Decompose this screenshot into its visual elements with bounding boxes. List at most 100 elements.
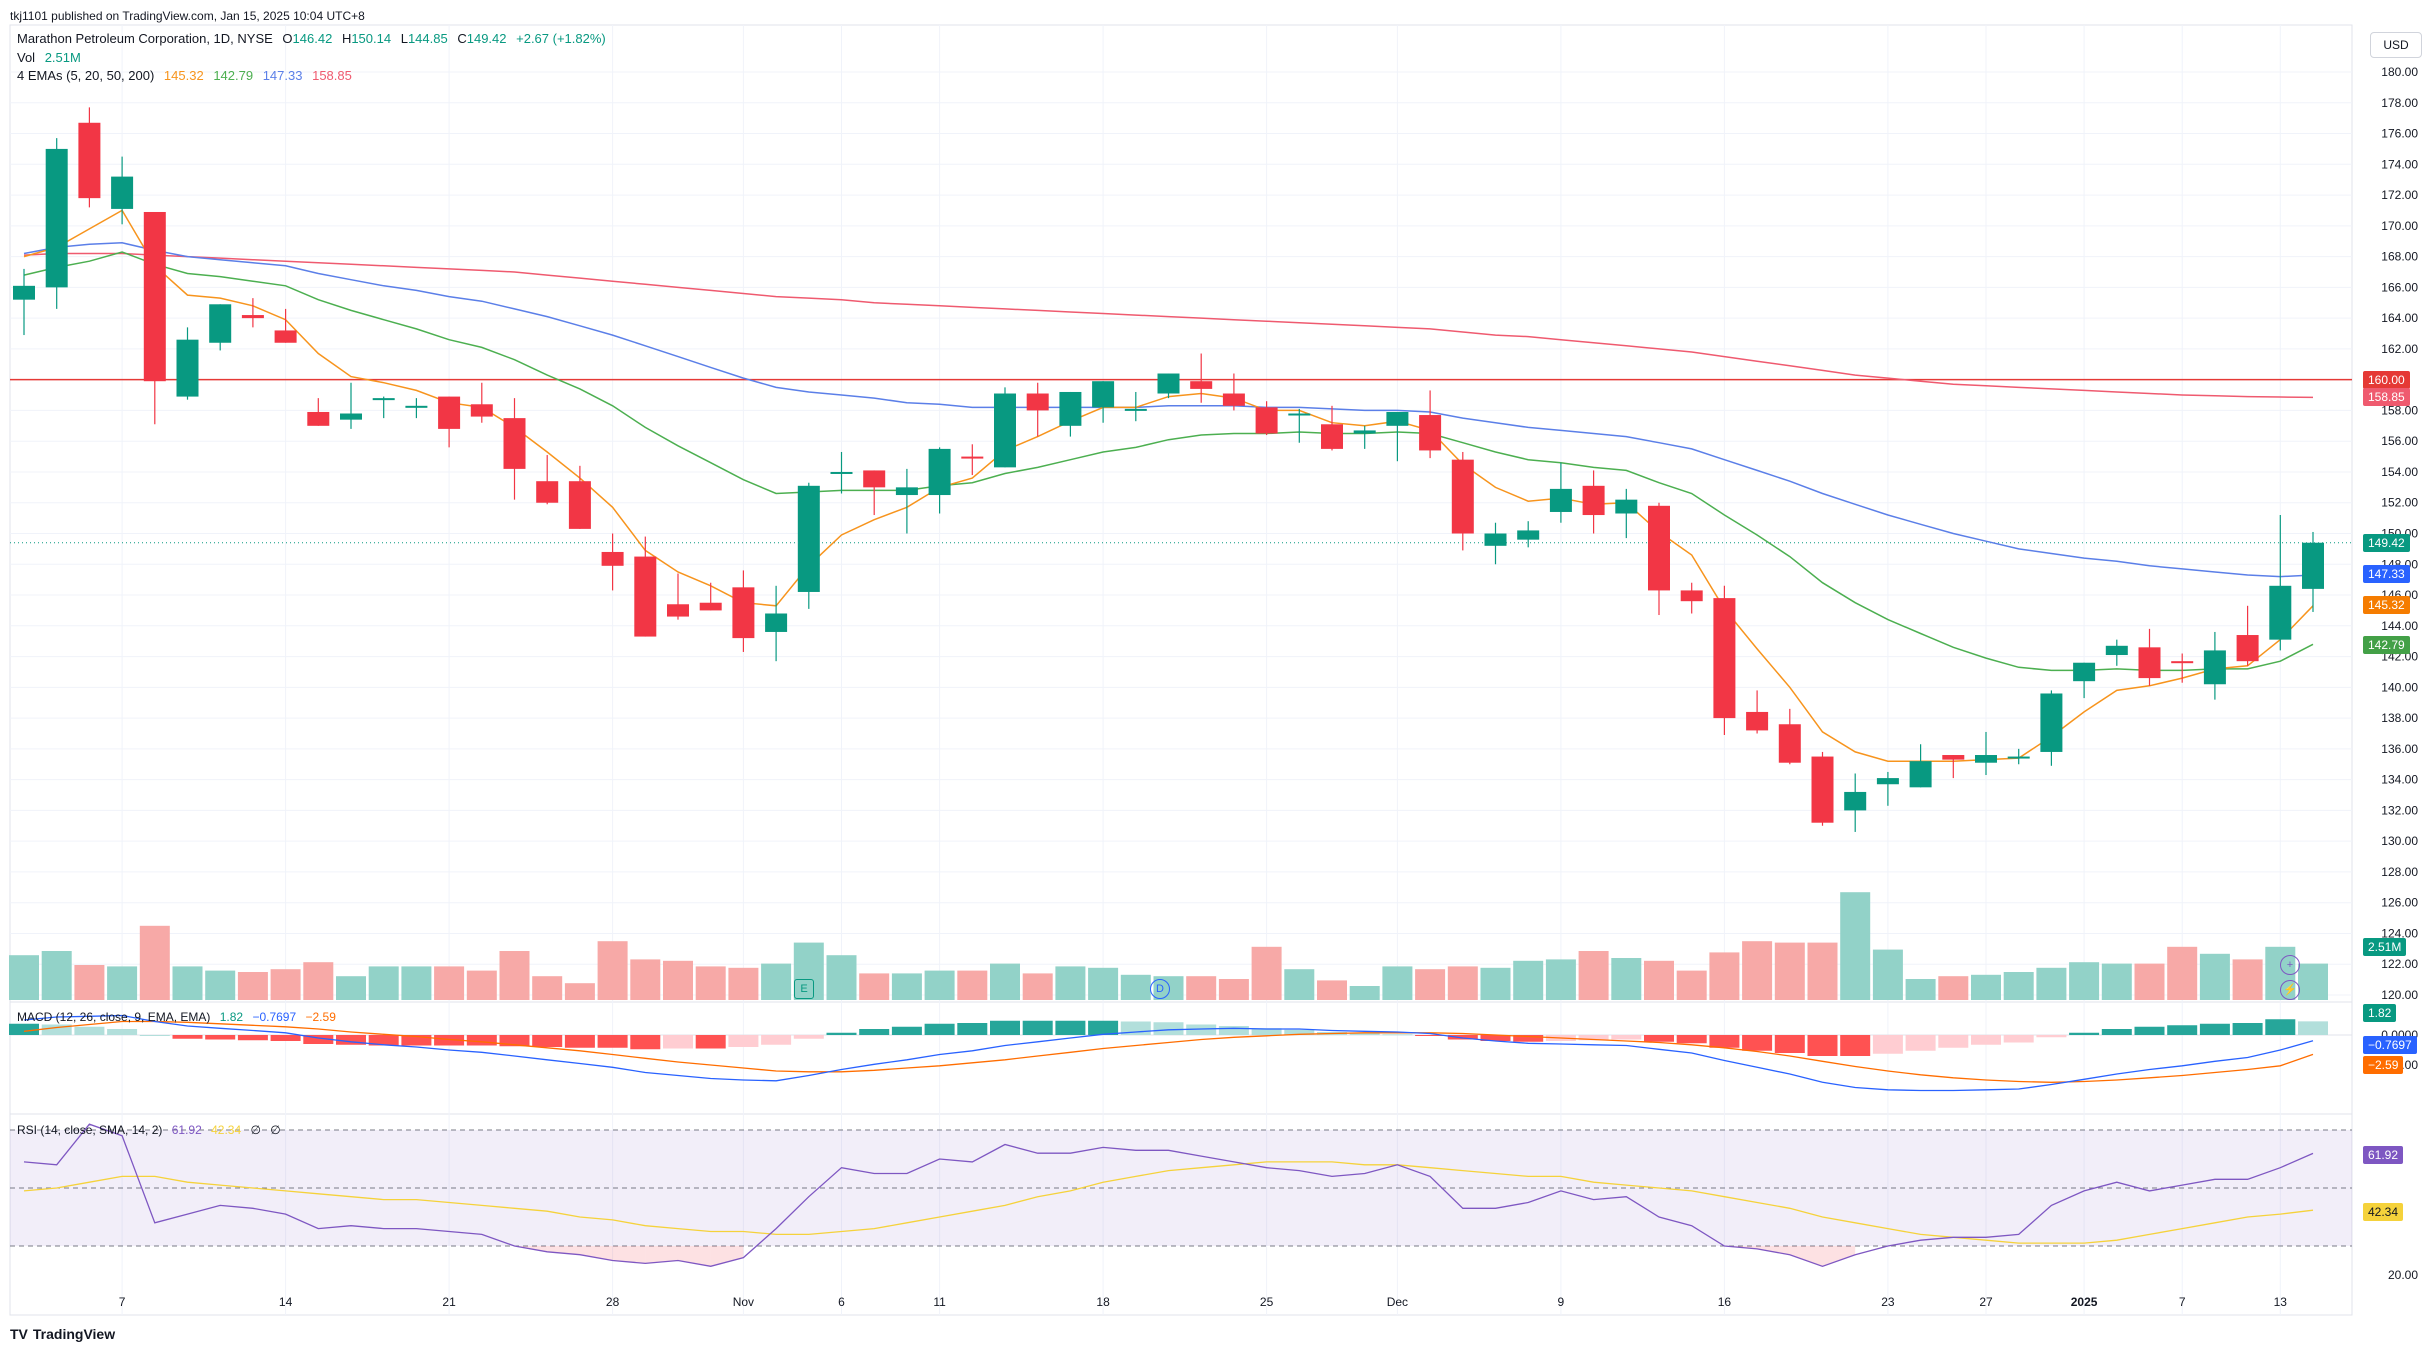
candle-body [1092,381,1115,408]
volume-label: Vol [17,50,36,65]
candle-body [1615,499,1638,514]
candle-body [1582,485,1605,516]
time-tick-label: 27 [1979,1295,1993,1309]
ema50-value: 147.33 [262,68,303,83]
macd-value: −0.7697 [252,1010,297,1024]
volume-bar [1186,976,1217,1000]
earnings-marker-icon[interactable]: E [794,979,814,999]
candle-body [405,405,428,408]
tradingview-logo[interactable]: TV TradingView [10,1326,115,1342]
dividend-marker-icon[interactable]: D [1150,979,1170,999]
macd-histogram-bar [1153,1022,1184,1035]
macd-histogram-bar [793,1035,824,1039]
macd-label: MACD (12, 26, close, 9, EMA, EMA) [17,1010,211,1024]
rsi-tag: 61.92 [2363,1146,2404,1164]
volume-bar [924,970,955,1000]
volume-bar [1872,949,1903,1000]
candle-body [1419,415,1442,451]
price-tick-label: 140.00 [2381,680,2418,694]
low-value: 144.85 [407,31,448,46]
rsi-legend[interactable]: RSI (14, close, SMA, 14, 2) 61.92 42.34 … [17,1122,287,1138]
add-event-icon[interactable]: + [2280,955,2300,975]
macd-histogram-bar [74,1026,105,1035]
volume-bar [303,962,334,1000]
macd-histogram-bar [859,1029,890,1035]
candle-body [2007,756,2030,759]
rsi-oversold-fill [645,1246,678,1264]
ema200-price-tag: 158.85 [2363,388,2410,406]
candle-body [1321,424,1343,449]
volume-bar [434,966,465,1000]
volume-bar [859,973,890,1000]
price-tick-label: 172.00 [2381,188,2418,202]
macd-histogram-bar [1055,1020,1086,1035]
price-tick-label: 154.00 [2381,465,2418,479]
volume-bar [1317,980,1347,1000]
hline-price-tag: 160.00 [2363,371,2410,389]
macd-histogram-bar [270,1035,301,1041]
symbol-legend[interactable]: Marathon Petroleum Corporation, 1D, NYSE… [17,31,612,47]
candle-body [797,485,820,592]
ema5-line [23,209,2314,762]
macd-histogram-bar [1644,1035,1674,1042]
macd-histogram-bar [597,1035,628,1048]
volume-bar [1545,959,1576,1000]
volume-bar [2003,972,2034,1000]
volume-bar [2167,946,2198,1000]
volume-bar [1905,979,1936,1000]
volume-bar [990,963,1020,1000]
volume-bar [401,966,432,1000]
candle-body [1386,411,1409,426]
volume-bar [728,967,759,1000]
volume-bar [1971,974,2001,1000]
time-tick-label: 18 [1096,1295,1110,1309]
candle-body [372,398,395,401]
macd-legend[interactable]: MACD (12, 26, close, 9, EMA, EMA) 1.82 −… [17,1009,342,1025]
macd-histogram-bar [2069,1032,2100,1035]
macd-histogram-bar [1807,1035,1838,1056]
candle-body [601,551,624,566]
lightning-icon[interactable]: ⚡ [2280,980,2300,1000]
close-label: C [457,31,467,46]
macd-histogram-bar [1938,1035,1969,1048]
candle-body [209,304,232,343]
macd-histogram-bar [1284,1029,1315,1035]
candle-body [274,330,297,343]
candle-body [1844,791,1867,811]
candle-body [111,176,134,209]
time-tick-label: 21 [442,1295,456,1309]
rsi-value: 61.92 [171,1123,202,1137]
ema50-line [23,242,2314,578]
ema-legend[interactable]: 4 EMAs (5, 20, 50, 200) 145.32 142.79 14… [17,68,358,84]
candle-body [241,315,264,319]
candle-body [1713,598,1736,719]
price-tick-label: 134.00 [2381,773,2418,787]
macd-histogram-bar [2036,1035,2067,1038]
rsi-line [23,1123,2314,1267]
macd-histogram-bar [532,1035,563,1047]
price-tick-label: 156.00 [2381,434,2418,448]
ema5-price-tag: 145.32 [2363,596,2410,614]
volume-bar [793,942,824,1000]
macd-histogram-bar [1349,1033,1380,1035]
candle-body [1517,530,1540,540]
candle-body [961,456,984,459]
volume-bar [1088,967,1119,1000]
candle-body [307,411,330,426]
volume-bar [74,965,105,1000]
time-tick-label: 28 [606,1295,620,1309]
ema50-price-tag: 147.33 [2363,565,2410,583]
symbol-name: Marathon Petroleum Corporation, 1D, NYSE [17,31,273,46]
macd-histogram-bar [695,1035,726,1049]
time-tick-label: 9 [1558,1295,1565,1309]
macd-histogram-bar [1840,1035,1871,1056]
currency-button[interactable]: USD [2370,32,2422,58]
volume-bar [2199,953,2230,1000]
volume-legend[interactable]: Vol 2.51M [17,50,87,66]
time-tick-label: 23 [1881,1295,1895,1309]
volume-bar [1284,969,1315,1000]
macd-histogram-bar [41,1024,72,1035]
ema200-line [23,252,2314,399]
volume-bar [1218,979,1249,1000]
